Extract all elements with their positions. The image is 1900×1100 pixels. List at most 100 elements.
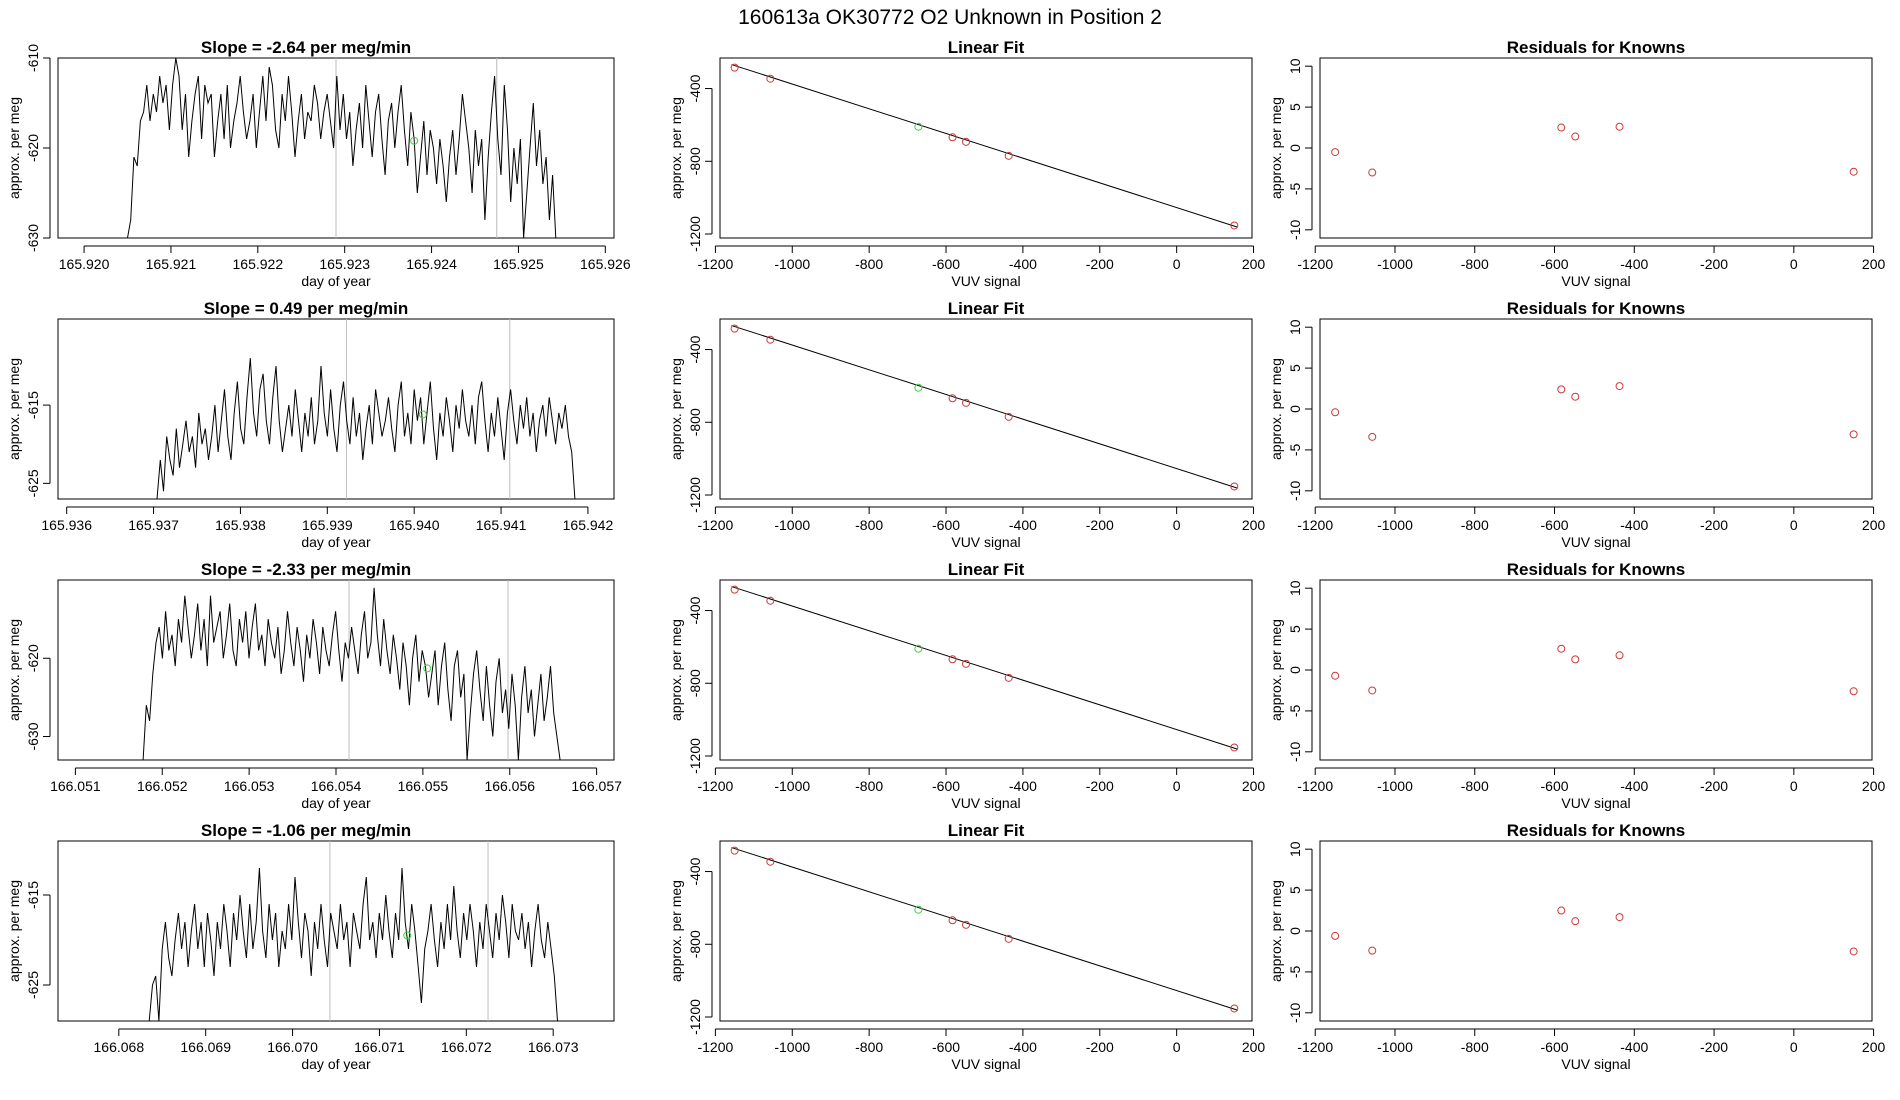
known-point <box>1230 743 1239 752</box>
y-tick-label: -1200 <box>687 477 703 513</box>
y-tick-label: -5 <box>1287 965 1303 978</box>
plot-area <box>1331 382 1858 441</box>
panel-title: Slope = -1.06 per meg/min <box>201 821 411 840</box>
y-tick-label: 0 <box>1287 927 1303 935</box>
x-axis-label: VUV signal <box>1561 273 1630 289</box>
x-tick-label: -800 <box>1461 778 1489 794</box>
signal-trace <box>127 58 557 238</box>
figure-title: 160613a OK30772 O2 Unknown in Position 2 <box>738 6 1162 29</box>
y-tick-label: -5 <box>1287 182 1303 195</box>
known-point <box>1230 1004 1239 1013</box>
panel-title: Residuals for Knowns <box>1507 821 1686 840</box>
y-tick-label: -10 <box>1287 480 1303 500</box>
y-tick-label: -400 <box>687 857 703 885</box>
x-tick-label: -200 <box>1086 778 1114 794</box>
x-tick-label: -1000 <box>1377 517 1413 533</box>
unknown-point <box>914 644 923 653</box>
known-point <box>1004 151 1013 160</box>
x-tick-label: 165.936 <box>41 517 92 533</box>
known-point <box>948 394 957 403</box>
x-tick-label: -1200 <box>1297 778 1333 794</box>
residual-point <box>1331 148 1340 157</box>
residual-point <box>1557 123 1566 132</box>
known-point <box>962 659 971 668</box>
panel-4-1: Slope = -1.06 per meg/min 166.068 166.069 1… <box>6 821 615 1072</box>
known-point <box>730 324 739 333</box>
y-axis-label: approx. per meg <box>6 880 22 982</box>
plot-frame <box>1319 840 1873 1022</box>
y-axis-label: approx. per meg <box>1268 880 1284 982</box>
x-tick-label: -400 <box>1009 517 1037 533</box>
x-axis-label: VUV signal <box>951 795 1020 811</box>
signal-trace <box>156 358 576 499</box>
x-tick-label: 0 <box>1790 517 1798 533</box>
x-tick-label: -600 <box>932 517 960 533</box>
y-axis-label: approx. per meg <box>6 97 22 199</box>
x-tick-label: -400 <box>1620 1039 1648 1055</box>
known-point <box>948 916 957 925</box>
panel-1-1: Slope = -2.64 per meg/min 165.920 165.921 1… <box>6 38 631 289</box>
panel-title: Linear Fit <box>948 560 1025 579</box>
x-tick-label: -1000 <box>1377 256 1413 272</box>
x-tick-label: 165.925 <box>493 256 544 272</box>
x-tick-label: 200 <box>1862 778 1886 794</box>
x-axis-label: VUV signal <box>951 534 1020 550</box>
residual-point <box>1331 671 1340 680</box>
x-tick-label: 166.072 <box>441 1039 492 1055</box>
y-tick-label: -630 <box>25 722 41 750</box>
x-axis-label: VUV signal <box>1561 534 1630 550</box>
plot-frame <box>719 318 1253 500</box>
plot-area <box>148 841 558 1021</box>
panel-title: Slope = 0.49 per meg/min <box>204 299 409 318</box>
residual-point <box>1368 432 1377 441</box>
x-tick-label: 0 <box>1173 778 1181 794</box>
x-tick-label: -400 <box>1620 256 1648 272</box>
panel-title: Linear Fit <box>948 299 1025 318</box>
plot-frame <box>719 57 1253 239</box>
residual-point <box>1557 644 1566 653</box>
y-axis-label: approx. per meg <box>668 619 684 721</box>
y-axis-label: approx. per meg <box>668 358 684 460</box>
x-tick-label: -600 <box>1541 778 1569 794</box>
x-tick-label: 166.055 <box>398 778 449 794</box>
x-tick-label: -1000 <box>1377 778 1413 794</box>
panel-grid: Slope = -2.64 per meg/min 165.920 165.921 1… <box>6 38 1885 1072</box>
fit-line <box>731 325 1238 489</box>
y-tick-label: -625 <box>25 469 41 497</box>
x-tick-label: -1200 <box>697 778 733 794</box>
unknown-mean-point <box>410 136 419 145</box>
residual-point <box>1557 906 1566 915</box>
plot-area <box>142 580 561 760</box>
x-tick-label: -400 <box>1620 517 1648 533</box>
panel-title: Residuals for Knowns <box>1507 299 1686 318</box>
y-tick-label: -615 <box>25 391 41 419</box>
x-tick-label: 165.941 <box>476 517 527 533</box>
residual-point <box>1615 913 1624 922</box>
x-tick-label: 165.924 <box>406 256 457 272</box>
residual-point <box>1368 168 1377 177</box>
x-tick-label: 165.926 <box>580 256 631 272</box>
x-tick-label: -800 <box>855 1039 883 1055</box>
residual-point <box>1571 917 1580 926</box>
y-tick-label: 10 <box>1287 58 1303 74</box>
y-tick-label: -10 <box>1287 219 1303 239</box>
y-tick-label: 5 <box>1287 886 1303 894</box>
panel-3-3: Residuals for Knowns-1200 -1000 -800 -600 -4… <box>1268 560 1885 811</box>
x-tick-label: -400 <box>1620 778 1648 794</box>
y-tick-label: -400 <box>687 335 703 363</box>
x-tick-label: 166.053 <box>224 778 275 794</box>
x-tick-label: 166.070 <box>267 1039 318 1055</box>
unknown-point <box>914 383 923 392</box>
x-axis-label: day of year <box>301 534 371 550</box>
x-axis-label: day of year <box>301 795 371 811</box>
x-tick-label: 200 <box>1862 1039 1886 1055</box>
x-axis-label: VUV signal <box>1561 795 1630 811</box>
known-point <box>766 74 775 83</box>
x-tick-label: 165.923 <box>319 256 370 272</box>
plot-area <box>1331 122 1858 177</box>
y-tick-label: -620 <box>25 134 41 162</box>
residual-point <box>1615 122 1624 131</box>
x-tick-label: -1200 <box>697 1039 733 1055</box>
x-tick-label: -600 <box>932 1039 960 1055</box>
x-tick-label: -200 <box>1086 1039 1114 1055</box>
